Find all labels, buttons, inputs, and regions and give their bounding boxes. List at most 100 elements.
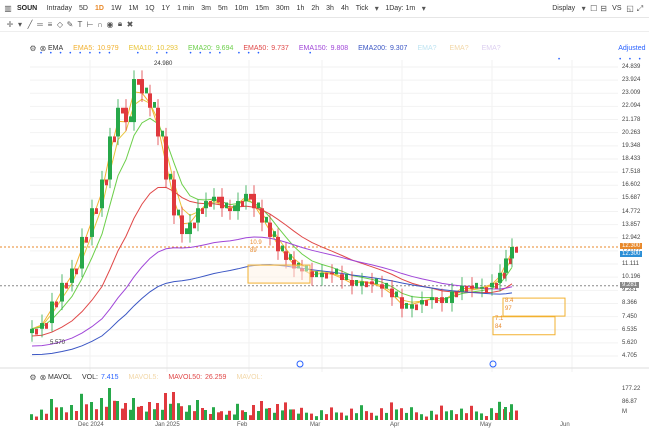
timeframe-tab[interactable]: 1Q — [145, 5, 155, 12]
candle-body — [85, 236, 88, 243]
timeframe-tab[interactable]: 15m — [255, 5, 269, 12]
symbol-label[interactable]: SOUN — [17, 5, 38, 12]
date-tick: Mar — [310, 422, 321, 428]
timeframe-tab[interactable]: 1Y — [161, 5, 171, 12]
crosshair-icon[interactable]: ✛ — [6, 19, 14, 29]
settings-icon[interactable]: ☐ — [590, 4, 598, 13]
ema-value: EMA200: 9.307 — [358, 45, 407, 52]
horizontal-line-icon[interactable]: ═ — [37, 19, 43, 29]
candle-body — [201, 208, 204, 214]
candle-body — [504, 258, 508, 273]
ema-number: 9.737 — [271, 45, 289, 52]
volume-bar — [289, 409, 292, 420]
annotation-box[interactable] — [502, 297, 566, 317]
candle-body — [415, 304, 418, 311]
candle-body — [260, 208, 264, 223]
magnet-icon[interactable]: ∩ — [97, 19, 103, 29]
candle-body — [503, 272, 506, 279]
candle-body — [65, 282, 68, 289]
candle-body — [249, 193, 252, 200]
lock-icon[interactable]: ⊟ — [600, 4, 607, 13]
compare-button[interactable]: VS — [612, 5, 622, 12]
trash-icon[interactable]: ✖ — [126, 19, 134, 29]
chevron-down-icon[interactable]: ▾ — [374, 4, 379, 13]
price-chart[interactable] — [0, 60, 649, 432]
timeframe-tab[interactable]: 3m — [201, 5, 211, 12]
ema-label: EMA? — [449, 45, 469, 52]
candle-body — [460, 285, 464, 292]
volume-bar — [360, 405, 363, 420]
volume-bar — [460, 408, 463, 420]
low-label: 5.570 — [50, 340, 66, 346]
event-marker-icon[interactable] — [489, 360, 497, 368]
settings-icon[interactable]: ⚙ — [29, 44, 37, 53]
annotation-box[interactable] — [492, 316, 556, 336]
close-icon[interactable]: ⊗ — [39, 44, 47, 53]
interval-select[interactable]: 1Day: 1m — [385, 5, 416, 12]
chart-type-icon[interactable]: ▥ — [4, 4, 12, 13]
chevron-down-icon[interactable]: ▾ — [17, 19, 22, 29]
timeframe-tab[interactable]: 5D — [79, 5, 88, 12]
eye-icon[interactable]: ◉ — [106, 19, 114, 29]
volume-bar — [193, 411, 196, 420]
timeframe-tab[interactable]: 4h — [340, 5, 349, 12]
volume-bar — [228, 410, 231, 420]
vol-value: VOL: 7.415 — [82, 373, 119, 381]
candle-body — [485, 287, 488, 293]
volume-bar — [335, 412, 338, 420]
candle-body — [495, 282, 498, 289]
price-tick: 12.942 — [622, 234, 641, 241]
fullscreen-icon[interactable]: ⤢ — [636, 3, 644, 13]
timeframe-tab[interactable]: 1D — [94, 5, 104, 12]
timeframe-tab[interactable]: 5m — [217, 5, 228, 12]
chevron-down-icon[interactable]: ▾ — [581, 4, 586, 13]
price-tick: 13.857 — [622, 221, 641, 228]
event-marker-icon[interactable] — [296, 360, 304, 368]
timeframe-tab[interactable]: 2h — [311, 5, 320, 12]
timeframe-tab[interactable]: Tick — [355, 5, 369, 12]
price-tick: 8.366 — [622, 300, 638, 307]
timeframe-tab[interactable]: 1 min — [177, 5, 195, 12]
close-icon[interactable]: ⊗ — [39, 372, 47, 382]
fib-icon[interactable]: ≡ — [47, 19, 53, 29]
timeframe-tab[interactable]: 1W — [110, 5, 122, 12]
timeframe-tab[interactable]: 30m — [275, 5, 290, 12]
timeframe-tab[interactable]: Intraday — [46, 5, 73, 12]
timeframe-tab[interactable]: 1M — [128, 5, 139, 12]
volume-bar — [244, 412, 247, 420]
volume-bar — [480, 413, 483, 420]
volume-bar — [355, 413, 358, 420]
measure-icon[interactable]: ⊢ — [86, 19, 94, 29]
display-button[interactable]: Display — [552, 5, 576, 12]
trendline-icon[interactable]: ╱ — [27, 19, 33, 29]
lock-icon[interactable]: 🔒︎ — [117, 19, 123, 28]
candle-body — [80, 236, 84, 269]
adjusted-toggle[interactable]: Adjusted — [618, 45, 646, 52]
candle-body — [420, 300, 424, 305]
indicator-name[interactable]: EMA — [48, 45, 64, 52]
volume-bar — [60, 407, 63, 420]
annotation-box[interactable] — [247, 264, 311, 284]
volume-bar — [50, 399, 53, 420]
photo-icon[interactable]: ◱ — [626, 4, 634, 13]
text-icon[interactable]: T — [77, 19, 83, 29]
price-tick: 7.450 — [622, 313, 638, 320]
chevron-down-icon[interactable]: ▾ — [421, 4, 426, 13]
pen-icon[interactable]: ✎ — [66, 19, 74, 29]
candle-body — [204, 201, 208, 209]
shape-icon[interactable]: ◇ — [56, 19, 64, 29]
candle-body — [137, 79, 140, 85]
candle-body — [490, 282, 494, 288]
timeframe-tab[interactable]: 10m — [234, 5, 249, 12]
price-tick: 5.620 — [622, 339, 638, 346]
volume-bar — [370, 412, 373, 420]
candle-body — [220, 196, 224, 209]
ema-number: 10.293 — [156, 45, 178, 52]
volume-indicator-name[interactable]: MAVOL — [48, 373, 72, 381]
timeframe-tab[interactable]: 3h — [326, 5, 334, 12]
box1-top-label: 10.9 — [250, 240, 262, 246]
volume-bar — [35, 416, 38, 420]
timeframe-tab[interactable]: 1h — [296, 5, 305, 12]
settings-icon[interactable]: ⚙ — [29, 372, 37, 382]
volume-bar — [156, 403, 159, 420]
